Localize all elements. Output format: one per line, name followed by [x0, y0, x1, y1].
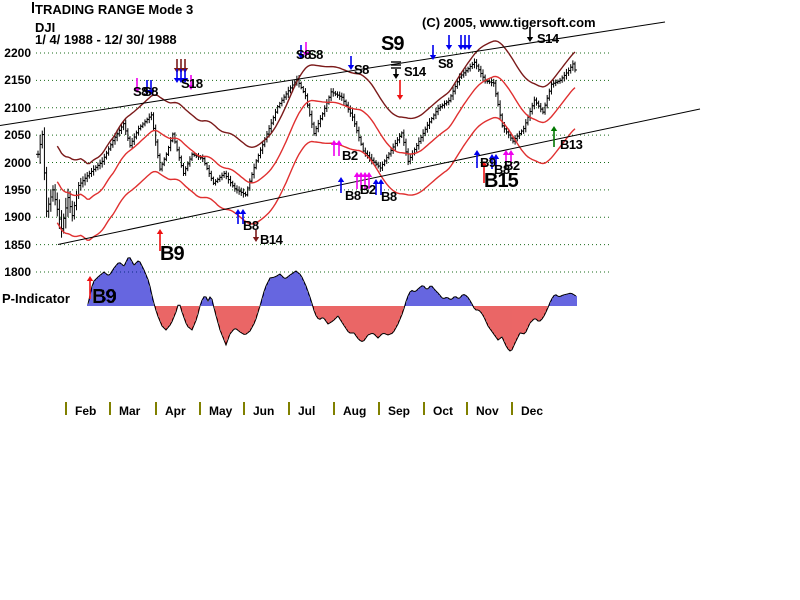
y-axis-tick-label: 1800: [4, 265, 31, 279]
signal-label-b2: B2: [504, 158, 520, 173]
p-indicator-label: P-Indicator: [2, 291, 70, 306]
month-label-may: May: [209, 404, 233, 418]
y-axis-tick-label: 2050: [4, 128, 31, 143]
chart-title: TRADING RANGE Mode 3: [35, 2, 194, 17]
chart-symbol: DJI: [35, 20, 56, 35]
signal-label-b9: B9: [480, 155, 496, 170]
signal-label-s14: S14: [404, 64, 426, 79]
signal-arrow-head: [372, 179, 380, 184]
signal-label-b14: B14: [260, 232, 283, 247]
signal-label-s8: S8: [296, 47, 311, 62]
month-label-mar: Mar: [119, 404, 141, 418]
copyright-text: (C) 2005, www.tigersoft.com: [422, 15, 596, 30]
month-label-sep: Sep: [388, 404, 411, 418]
month-label-dec: Dec: [521, 404, 544, 418]
signal-arrow-head: [147, 90, 155, 95]
chart-date-range: 1/ 4/ 1988 - 12/ 30/ 1988: [35, 32, 177, 47]
month-label-jun: Jun: [253, 404, 275, 418]
y-axis-tick-label: 2150: [4, 73, 31, 88]
signal-label-b2: B2: [342, 148, 358, 163]
signal-arrow-head: [347, 65, 355, 70]
signal-arrow-head: [429, 55, 437, 60]
signal-arrow-head: [526, 37, 534, 42]
signal-arrow-head: [181, 78, 189, 83]
signal-label-b13: B13: [560, 137, 583, 152]
signal-arrow-head: [252, 237, 260, 242]
signal-label-s8: S8: [143, 84, 158, 99]
lower-band-line: [56, 116, 576, 241]
signal-label-s14: S14: [537, 31, 559, 46]
month-label-jul: Jul: [298, 404, 316, 418]
signal-arrow-head: [187, 85, 195, 90]
y-axis-tick-label: 2200: [4, 46, 31, 60]
signal-arrow-head: [86, 276, 94, 281]
signal-label-s8: S8: [133, 84, 148, 99]
signal-arrow-head: [465, 45, 473, 50]
month-label-aug: Aug: [343, 404, 367, 418]
signal-label-b15: B15: [484, 170, 519, 192]
y-axis-tick-label: 1950: [4, 182, 31, 197]
signal-arrow-head: [377, 179, 385, 184]
signal-arrow-head: [156, 229, 164, 234]
signal-arrow-head: [473, 150, 481, 155]
signal-label-b8: B8: [243, 218, 259, 233]
signal-label-b9: B9: [92, 286, 117, 308]
p-indicator-outline: [87, 257, 577, 352]
signal-arrow-head: [480, 161, 488, 166]
trend-channel-line: [57, 108, 701, 245]
signal-arrow-head: [396, 95, 404, 100]
signal-arrow-head: [330, 140, 338, 145]
signal-arrow-head: [550, 126, 558, 131]
signal-label-b2: B2: [360, 182, 376, 197]
signal-label-s9: S9: [381, 33, 404, 55]
signal-label-b9: B9: [160, 243, 185, 265]
y-axis-tick-label: 2000: [4, 155, 31, 170]
signal-label-s8: S8: [308, 47, 323, 62]
signal-arrow-head: [239, 209, 247, 214]
y-axis-tick-label: 2100: [4, 100, 31, 115]
signal-label-b8: B8: [381, 189, 397, 204]
month-label-nov: Nov: [476, 404, 499, 418]
y-axis-tick-label: 1900: [4, 210, 31, 225]
signal-arrow-head: [392, 74, 400, 79]
signal-label-s8: S8: [354, 62, 369, 77]
signal-arrow-head: [297, 54, 305, 59]
signal-arrow-head: [335, 140, 343, 145]
signal-arrow-head: [302, 52, 310, 57]
signal-label-b8: B8: [345, 188, 361, 203]
signal-arrow-head: [502, 150, 510, 155]
signal-arrow-head: [133, 88, 141, 93]
y-axis-tick-label: 1850: [4, 237, 31, 252]
signal-label-b8: B8: [494, 162, 510, 177]
trend-channel-line: [0, 21, 666, 126]
signal-arrow-head: [507, 150, 515, 155]
signal-label-s8: S8: [438, 56, 453, 71]
middle-band-line: [56, 75, 576, 200]
signal-arrow-head: [234, 209, 242, 214]
signal-label-s18: S18: [181, 76, 203, 91]
signal-arrow-head: [492, 154, 500, 159]
signal-arrow-head: [365, 172, 373, 177]
month-label-apr: Apr: [165, 404, 186, 418]
month-label-oct: Oct: [433, 404, 454, 418]
signal-arrow-head: [337, 177, 345, 182]
signal-arrow-head: [445, 45, 453, 50]
month-label-feb: Feb: [75, 404, 97, 418]
